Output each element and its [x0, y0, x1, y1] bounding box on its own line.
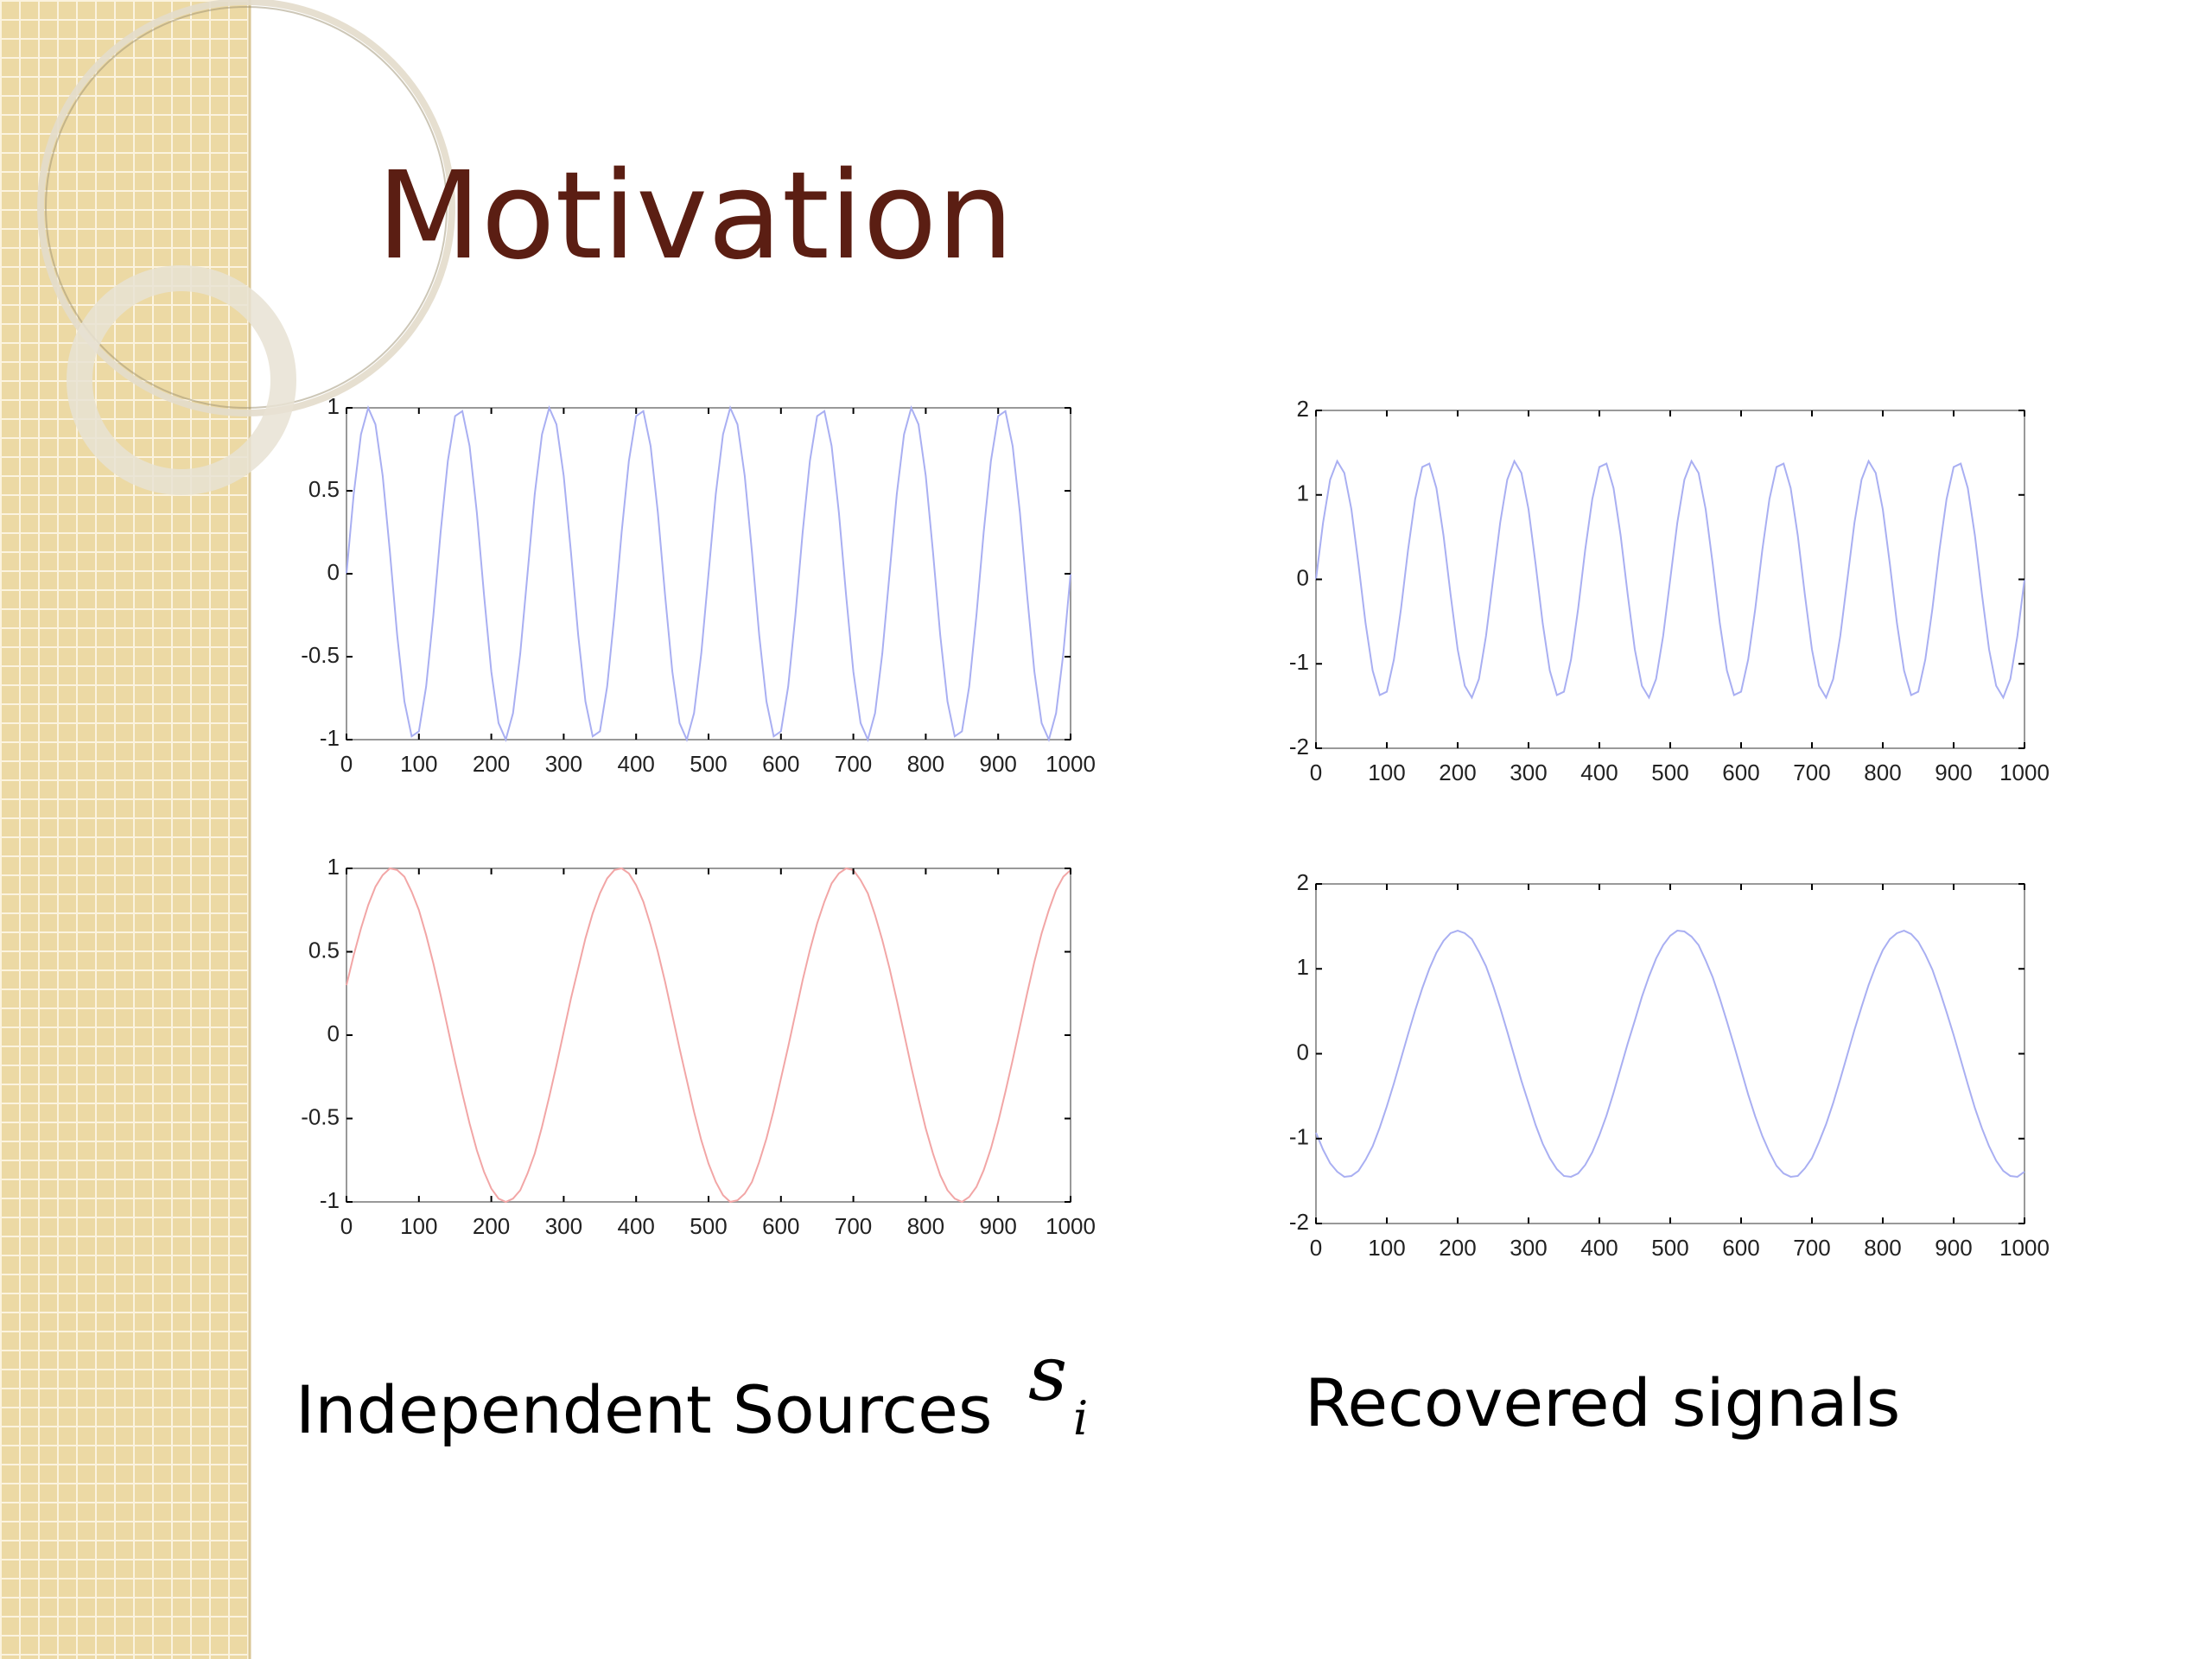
- x-tick-label: 600: [1722, 760, 1759, 785]
- plot: -1 -0.5 0 0.5 1 0 100 200 300 400 500 600 700 800 900 1…: [301, 393, 1096, 777]
- x-tick-label: 100: [400, 1213, 437, 1239]
- x-tick-label: 700: [1793, 760, 1830, 785]
- signal-line: [346, 867, 1071, 1204]
- y-tick-label: -1: [1289, 649, 1309, 675]
- y-tick-label: 1: [1297, 480, 1309, 506]
- y-tick-label: -2: [1289, 734, 1309, 760]
- x-tick-label: 200: [1439, 1235, 1476, 1261]
- signal-line: [346, 405, 1071, 742]
- x-tick-label: 700: [1793, 1235, 1830, 1261]
- x-tick-label: 900: [1935, 760, 1972, 785]
- x-tick-label: 100: [400, 751, 437, 777]
- y-tick-label: 2: [1297, 396, 1309, 422]
- math-symbol: s: [1028, 1329, 1067, 1418]
- x-tick-label: 800: [907, 751, 944, 777]
- x-tick-label: 100: [1368, 760, 1405, 785]
- y-tick-label: 0.5: [308, 937, 340, 963]
- x-tick-label: 500: [690, 1213, 727, 1239]
- x-tick-label: 0: [1310, 1235, 1322, 1261]
- y-tick-label: -1: [320, 725, 340, 751]
- y-tick-label: 0: [327, 1020, 340, 1046]
- plot: -1 -0.5 0 0.5 1 0 100 200 300 400 500 600 700 800 900 1…: [301, 854, 1096, 1239]
- y-tick-label: 1: [327, 393, 340, 419]
- x-tick-label: 400: [618, 1213, 655, 1239]
- y-tick-label: 1: [327, 854, 340, 880]
- x-tick-label: 500: [690, 751, 727, 777]
- x-tick-label: 500: [1651, 1235, 1688, 1261]
- x-tick-label: 300: [545, 751, 582, 777]
- x-tick-label: 900: [1935, 1235, 1972, 1261]
- x-tick-label: 1000: [1999, 760, 2050, 785]
- x-tick-label: 100: [1368, 1235, 1405, 1261]
- signal-line: [1315, 929, 2025, 1178]
- y-tick-label: 0: [327, 559, 340, 585]
- side-strip: [0, 0, 249, 1659]
- y-tick-label: -0.5: [301, 642, 340, 668]
- plot-frame: [1315, 883, 2025, 1224]
- x-tick-label: 600: [762, 751, 799, 777]
- decor-ring: [45, 6, 448, 409]
- signal-line: [1315, 459, 2025, 700]
- y-tick-label: -2: [1289, 1209, 1309, 1235]
- y-tick-label: -0.5: [301, 1103, 340, 1129]
- x-tick-label: 600: [1722, 1235, 1759, 1261]
- y-tick-label: 0.5: [308, 476, 340, 502]
- x-tick-label: 900: [980, 1213, 1017, 1239]
- y-tick-label: -1: [1289, 1124, 1309, 1150]
- x-tick-label: 400: [1580, 760, 1618, 785]
- caption: Independent Sources: [296, 1371, 993, 1448]
- x-tick-label: 0: [340, 1213, 353, 1239]
- y-tick-label: 2: [1297, 869, 1309, 895]
- x-tick-label: 700: [835, 1213, 872, 1239]
- y-tick-label: -1: [320, 1187, 340, 1213]
- x-tick-label: 1000: [1999, 1235, 2050, 1261]
- x-tick-label: 200: [1439, 760, 1476, 785]
- x-tick-label: 200: [473, 751, 510, 777]
- y-tick-label: 1: [1297, 954, 1309, 980]
- math-subscript: i: [1073, 1391, 1088, 1446]
- slide-title: Motivation: [377, 146, 1014, 287]
- charts: -1-0.500.510 100 200 300 400 500 600 700 800 900 1…: [301, 393, 2050, 1261]
- y-tick-label: 0: [1297, 1039, 1309, 1065]
- caption: Recovered signals: [1305, 1364, 1900, 1441]
- x-tick-label: 0: [1310, 760, 1322, 785]
- x-tick-label: 400: [618, 751, 655, 777]
- plot: -2 -1 0 1 2 0 100 200 300 400 500 600 700 800 900 1000: [1289, 869, 2050, 1261]
- x-tick-label: 300: [1510, 1235, 1547, 1261]
- x-tick-label: 600: [762, 1213, 799, 1239]
- x-tick-label: 500: [1651, 760, 1688, 785]
- decor-ring: [37, 0, 455, 416]
- x-tick-label: 300: [1510, 760, 1547, 785]
- decor-ring: [67, 265, 296, 495]
- x-tick-label: 300: [545, 1213, 582, 1239]
- x-tick-label: 700: [835, 751, 872, 777]
- x-tick-label: 200: [473, 1213, 510, 1239]
- x-tick-label: 800: [1864, 1235, 1901, 1261]
- x-tick-label: 900: [980, 751, 1017, 777]
- plot-frame: [346, 868, 1071, 1203]
- x-tick-label: 800: [907, 1213, 944, 1239]
- y-tick-label: 0: [1297, 564, 1309, 590]
- x-tick-label: 1000: [1046, 751, 1096, 777]
- x-tick-label: 800: [1864, 760, 1901, 785]
- x-tick-label: 1000: [1046, 1213, 1096, 1239]
- x-tick-label: 400: [1580, 1235, 1618, 1261]
- plot: -2 -1 0 1 2 0 100 200 300 400 500 600 700 800 900 1000: [1289, 396, 2050, 785]
- x-tick-label: 0: [340, 751, 353, 777]
